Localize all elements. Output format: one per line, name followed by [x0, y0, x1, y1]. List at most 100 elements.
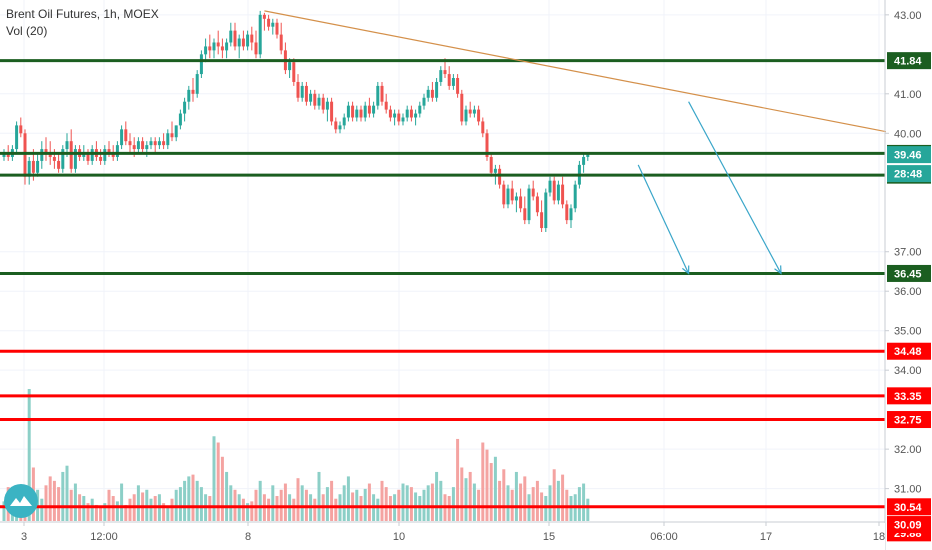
candle	[548, 176, 552, 197]
horizontal-levels[interactable]	[0, 59, 885, 527]
forecast-arrow-head-icon	[682, 265, 690, 275]
candle	[523, 196, 527, 225]
volume-bar	[99, 507, 103, 521]
time-axis[interactable]: 3 12:00 8 10 15 06:00 17 18	[0, 522, 885, 550]
volume-bar	[586, 498, 590, 521]
candle	[573, 180, 577, 213]
logo-glyph-icon	[10, 496, 32, 506]
candle-body	[195, 74, 199, 94]
candle-body	[477, 109, 481, 122]
candle	[99, 149, 103, 165]
volume-bar	[498, 480, 502, 521]
candle	[204, 38, 208, 63]
candle	[321, 93, 325, 114]
candle-body	[514, 196, 518, 201]
candle	[372, 101, 376, 118]
candle-body	[183, 101, 187, 114]
candle-body	[19, 125, 23, 134]
drawings[interactable]	[264, 10, 895, 275]
volume-bar	[401, 483, 405, 521]
volume-bar	[195, 480, 199, 521]
price-tick-label: 37.00	[894, 247, 922, 259]
volume-bar	[300, 485, 304, 521]
candle-body	[334, 121, 338, 130]
candle	[582, 153, 586, 173]
candle	[2, 149, 6, 161]
candle	[233, 22, 237, 51]
candle-body	[439, 70, 443, 82]
volume-bar	[86, 503, 90, 521]
symbol-title[interactable]: Brent Oil Futures, 1h, MOEX	[6, 7, 159, 21]
candle-body	[15, 125, 19, 150]
candle	[254, 30, 258, 59]
candle-body	[451, 78, 455, 86]
price-badge-32.75: 32.75	[894, 415, 922, 427]
candle-body	[279, 34, 283, 51]
volume-bar	[435, 471, 439, 521]
candle-body	[426, 89, 430, 98]
candle	[267, 14, 271, 31]
volume-bar	[380, 480, 384, 521]
candle	[540, 200, 544, 232]
candle-body	[90, 149, 94, 161]
candle-body	[317, 97, 321, 106]
volume-bar	[409, 487, 413, 521]
candle	[380, 81, 384, 106]
forecast-arrow[interactable]	[637, 164, 690, 275]
candle-body	[489, 156, 493, 173]
volume-bar	[523, 476, 527, 521]
price-tick-label: 41.00	[894, 89, 922, 101]
volume-indicator-label[interactable]: Vol (20)	[6, 24, 48, 38]
candle-body	[107, 149, 111, 154]
candle-body	[166, 133, 170, 146]
candle	[317, 93, 321, 110]
plot-background	[0, 0, 885, 522]
candle	[262, 12, 266, 31]
candle	[166, 129, 170, 150]
candle-body	[561, 184, 565, 205]
price-tick-label: 40.00	[894, 128, 922, 140]
candle	[527, 184, 531, 225]
candle-body	[153, 141, 157, 146]
candle-body	[174, 125, 178, 138]
candle-body	[61, 149, 65, 169]
volume-bar	[489, 463, 493, 521]
candle	[384, 93, 388, 114]
volume-bar	[548, 485, 552, 521]
candle	[15, 121, 19, 154]
candle	[275, 18, 279, 39]
candle	[460, 89, 464, 126]
forecast-arrow[interactable]	[688, 101, 782, 275]
tradingview-logo-icon[interactable]	[4, 484, 38, 518]
volume-bar	[82, 496, 86, 521]
candle	[535, 192, 539, 217]
candle-body	[342, 117, 346, 126]
time-tick-label: 10	[393, 531, 405, 543]
candle	[183, 97, 187, 122]
candle	[212, 38, 216, 59]
candle-body	[65, 141, 69, 150]
volume-bar	[359, 496, 363, 521]
trendline[interactable]	[264, 10, 895, 134]
candle	[439, 66, 443, 86]
candle-body	[325, 101, 329, 110]
bar-countdown-badge: 28:48	[894, 169, 922, 181]
volume-bar	[128, 498, 132, 521]
volume-bar	[388, 496, 392, 521]
candle-body	[296, 81, 300, 98]
candle-body	[250, 34, 254, 43]
volume-bar	[90, 498, 94, 521]
candle	[304, 81, 308, 106]
candle	[561, 176, 565, 209]
volume-bar	[225, 471, 229, 521]
volume-bar	[48, 476, 52, 521]
volume-bar	[325, 487, 329, 521]
candle-body	[23, 133, 27, 177]
volume-bar	[283, 483, 287, 521]
candle	[397, 109, 401, 126]
price-badge-30.09-bg	[887, 516, 931, 534]
volume-bar	[40, 498, 44, 521]
candle-body	[86, 153, 90, 161]
